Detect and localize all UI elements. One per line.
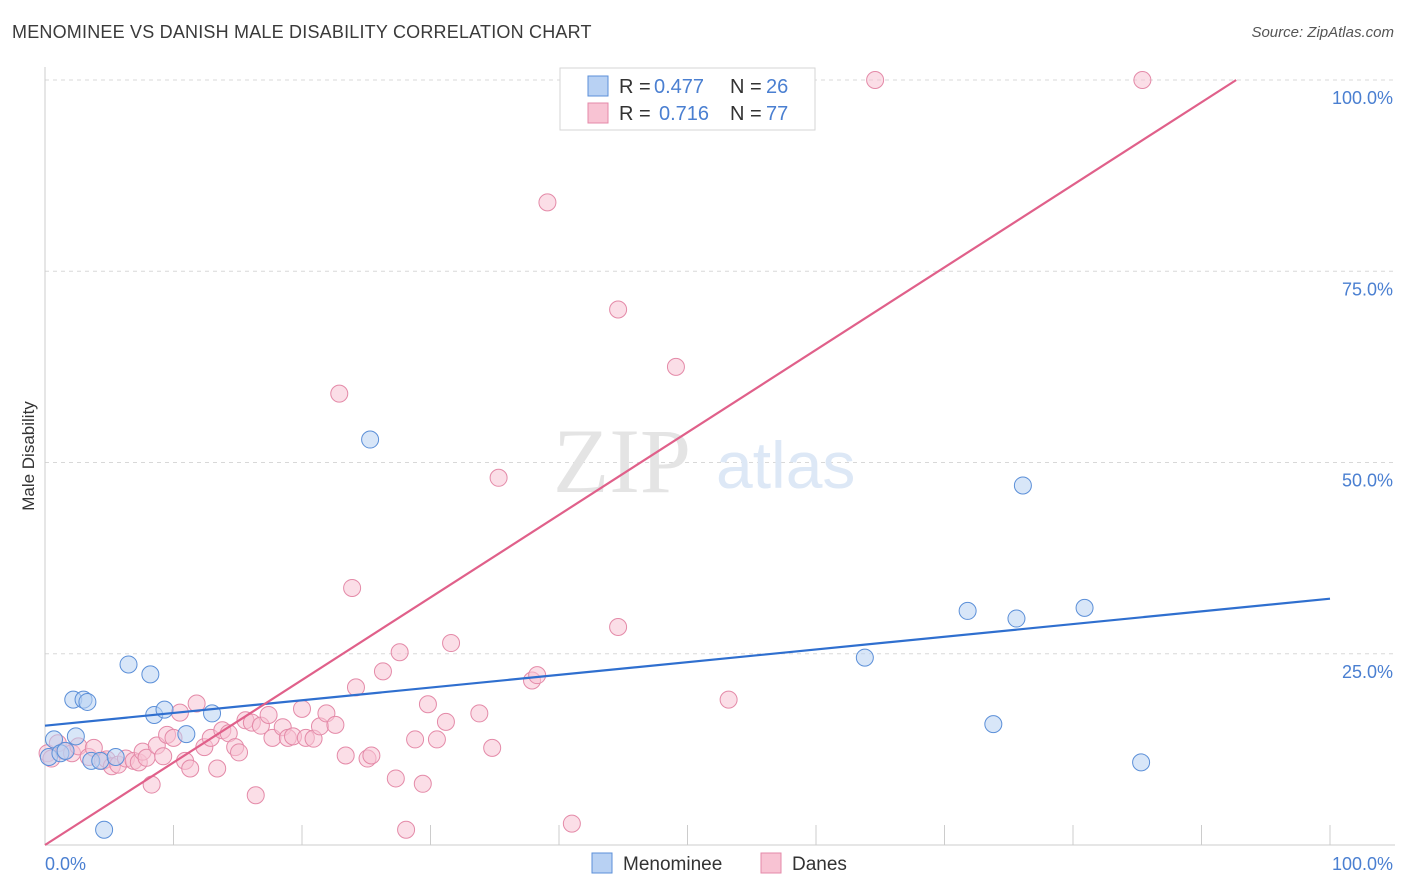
menominee-point [1075,598,1094,617]
danes-point [397,820,416,839]
danes-point [489,468,508,487]
danes-point [330,384,349,403]
danes-point [142,775,161,794]
legend-r-value-1: 0.477 [654,76,704,98]
menominee-point [177,725,196,744]
danes-point [336,746,355,765]
y-tick-label: 25.0% [1342,662,1393,682]
watermark-atlas: atlas [716,428,855,502]
legend-r-label-2: R = [619,103,651,125]
chart-title: MENOMINEE VS DANISH MALE DISABILITY CORR… [12,22,592,42]
x-tick-label: 100.0% [1332,854,1393,874]
y-tick-labels: 25.0% 50.0% 75.0% 100.0% [1332,88,1393,682]
legend-swatch-menominee [587,75,609,97]
danes-point [483,738,502,757]
menominee-point [141,665,160,684]
menominee-point [119,655,138,674]
correlation-legend: R = 0.477 N = 26 R = 0.716 N = 77 [559,67,816,131]
bottom-legend-label-menominee: Menominee [623,854,722,875]
danes-point [386,769,405,788]
legend-r-value-2: 0.716 [659,103,709,125]
danes-point [666,357,685,376]
danes-point [373,662,392,681]
menominee-point [95,820,114,839]
legend-n-value-2: 77 [766,103,788,125]
x-tick-label: 0.0% [45,854,86,874]
menominee-point [1132,753,1151,772]
menominee-point [66,727,85,746]
danes-point [562,814,581,833]
chart-source: Source: ZipAtlas.com [1251,24,1394,41]
trend-lines [44,79,1331,846]
y-axis-title: Male Disability [19,401,38,511]
danes-point [442,634,461,653]
danes-point [406,730,425,749]
danes-point [538,193,557,212]
legend-r-label-1: R = [619,76,651,98]
danes-point [609,300,628,319]
legend-n-value-1: 26 [766,76,788,98]
danes-point [1133,71,1152,89]
danes-point [390,643,409,662]
y-tick-label: 75.0% [1342,279,1393,299]
danes-point [259,705,278,724]
danes-point [326,715,345,734]
bottom-legend-swatch-menominee [591,852,613,874]
danes-point [246,786,265,805]
menominee-point [1007,609,1026,628]
menominee-points [39,430,1151,839]
menominee-point [855,648,874,667]
y-tick-label: 50.0% [1342,471,1393,491]
danes-point [427,730,446,749]
menominee-trend-line [44,597,1331,727]
danes-point [343,578,362,597]
menominee-point [958,601,977,620]
danes-point [413,774,432,793]
menominee-point [1013,476,1032,495]
bottom-legend-label-danes: Danes [792,854,847,875]
danes-point [470,704,489,723]
danes-point [719,690,738,709]
legend-n-label-2: N = [730,103,762,125]
x-tick-labels: 0.0% 100.0% [45,854,1393,874]
danes-point [418,695,437,714]
menominee-point [56,741,75,760]
menominee-point [91,751,110,770]
danes-point [187,694,206,713]
menominee-point [155,700,174,719]
danes-point [230,743,249,762]
danes-point [609,617,628,636]
danes-point [293,699,311,718]
menominee-point [78,692,97,711]
menominee-point [984,715,1003,734]
watermark: ZIP atlas [553,410,855,512]
axis-layer [44,67,1395,846]
danes-point [528,666,547,685]
danes-trend-line [44,79,1237,846]
menominee-point [361,430,380,449]
danes-point [866,71,885,89]
legend-swatch-danes [587,102,609,124]
danes-point [436,712,455,731]
danes-point [208,759,227,778]
y-tick-label: 100.0% [1332,88,1393,108]
bottom-legend-swatch-danes [760,852,782,874]
danes-point [362,746,381,765]
danes-point [181,759,200,778]
watermark-zip: ZIP [553,410,691,512]
danes-point [154,747,173,766]
series-legend: Menominee Danes [591,852,847,875]
menominee-point [106,748,125,767]
legend-n-label-1: N = [730,76,762,98]
